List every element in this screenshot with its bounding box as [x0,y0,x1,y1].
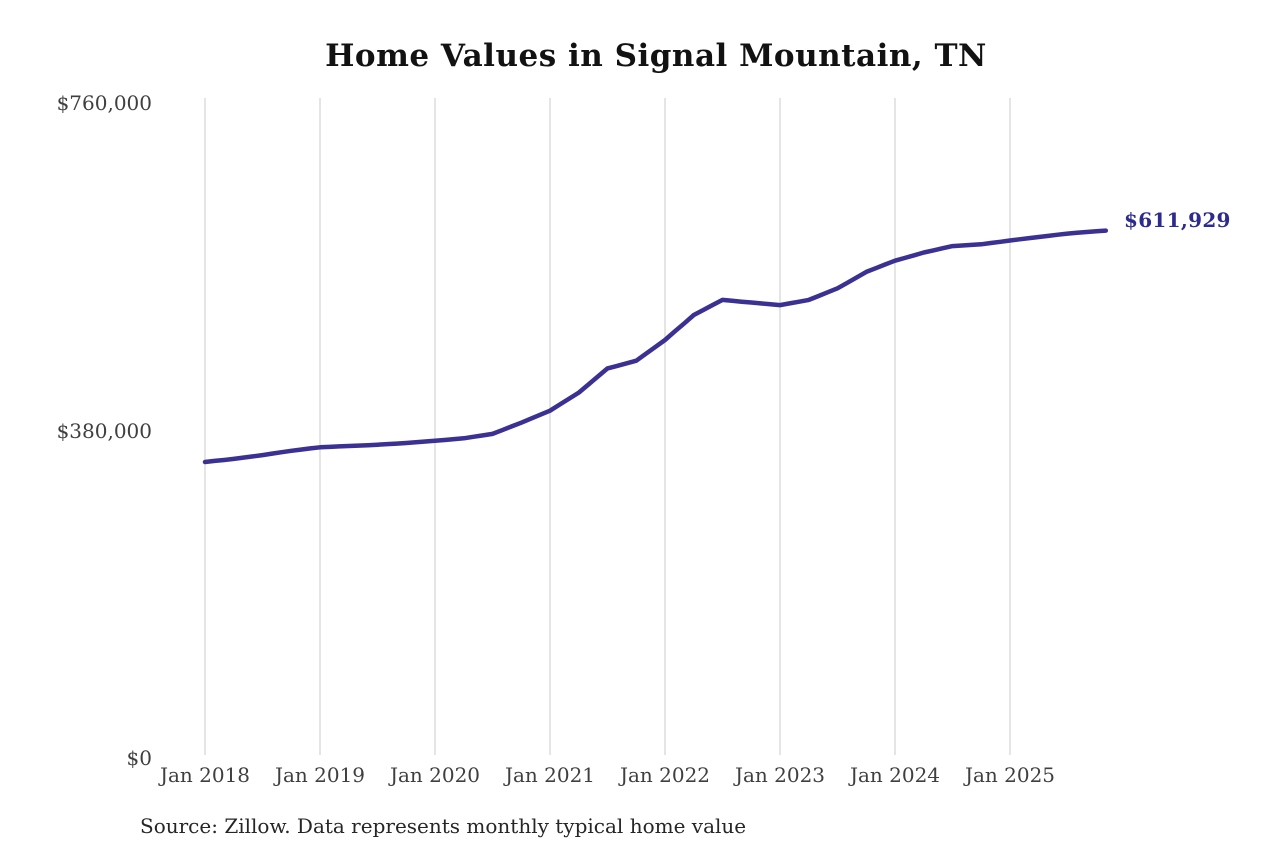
x-tick-label: Jan 2018 [159,763,251,787]
latest-value-label: $611,929 [1124,208,1231,232]
x-tick-label: Jan 2024 [849,763,941,787]
x-tick-label: Jan 2023 [734,763,826,787]
y-tick-label: $760,000 [56,91,152,115]
x-tick-label: Jan 2021 [504,763,596,787]
source-note: Source: Zillow. Data represents monthly … [140,814,747,838]
y-tick-label: $380,000 [56,418,152,443]
x-tick-label: Jan 2020 [389,763,481,787]
x-tick-label: Jan 2022 [619,763,711,787]
home-value-line [202,228,1109,465]
x-tick-label: Jan 2019 [274,763,366,787]
chart-title: Home Values in Signal Mountain, TN [325,38,987,74]
x-tick-label: Jan 2025 [964,763,1056,787]
y-tick-label: $0 [126,746,152,770]
